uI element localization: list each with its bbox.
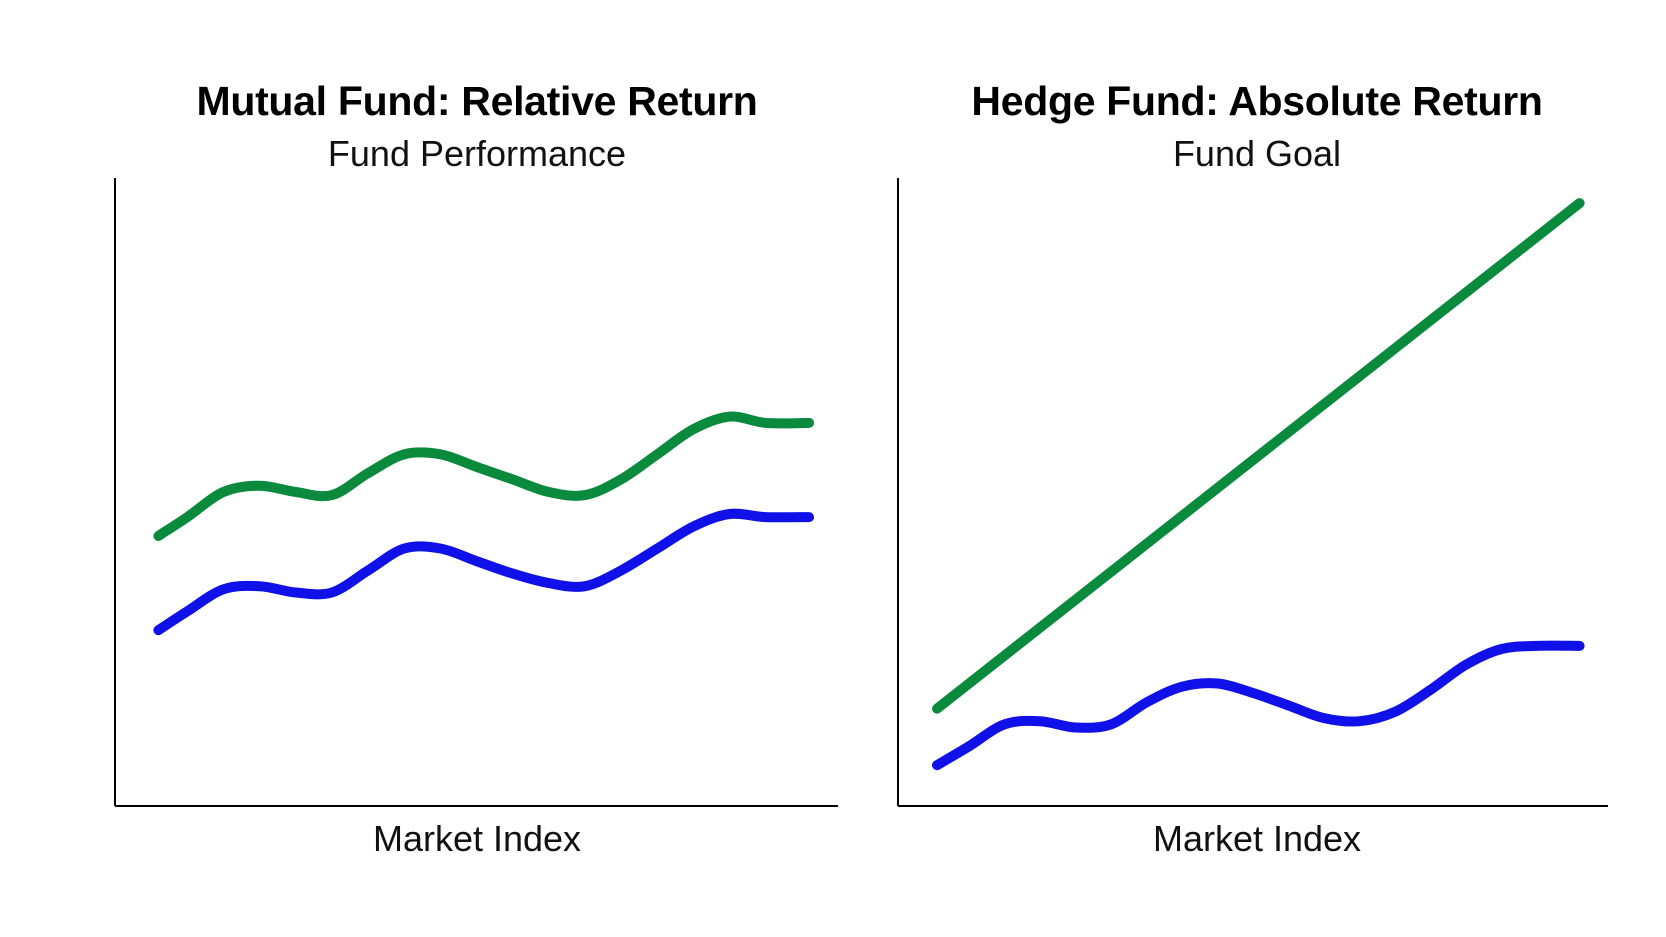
series-line-1 [153,411,815,541]
chart-subtitle-mutual-fund: Fund Performance [327,133,627,174]
series-line-2 [932,640,1585,771]
x-axis-label-mutual-fund: Market Index [372,818,582,859]
chart-title-mutual-fund: Mutual Fund: Relative Return [196,78,758,124]
chart-subtitle-hedge-fund: Fund Goal [1172,133,1342,174]
series-line-2 [153,508,815,636]
chart-title-hedge-fund: Hedge Fund: Absolute Return [971,78,1543,124]
series-line-1 [932,198,1585,714]
x-axis-label-hedge-fund: Market Index [1152,818,1362,859]
